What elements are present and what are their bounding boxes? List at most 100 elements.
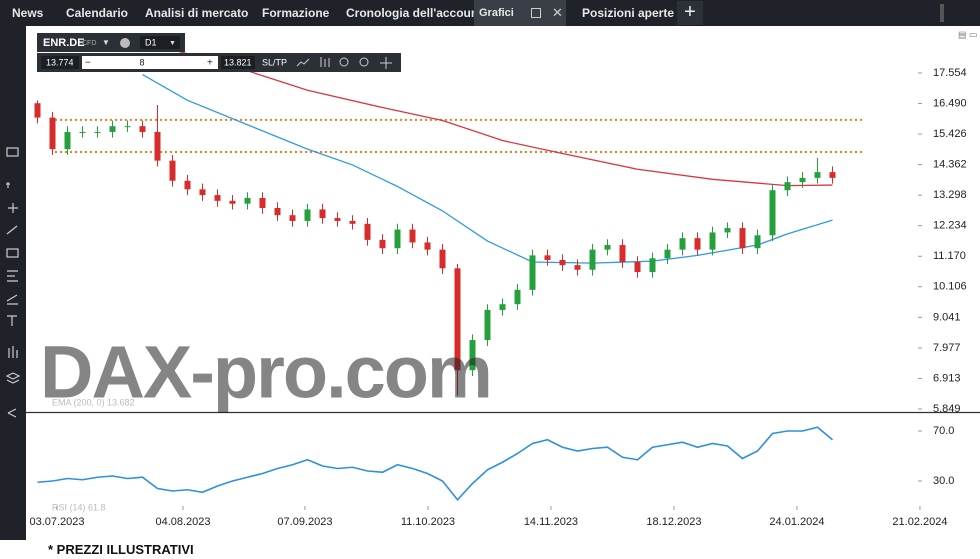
icon[interactable] — [7, 408, 17, 418]
candle-body — [184, 180, 191, 190]
candle-body — [634, 261, 641, 273]
close-icon[interactable]: ✕ — [552, 5, 563, 20]
candle-body — [379, 239, 386, 249]
candle-body — [289, 215, 296, 221]
candle-body — [304, 209, 311, 221]
candle-body — [79, 131, 86, 133]
icon[interactable] — [296, 58, 310, 67]
rsi-plot — [37, 426, 834, 501]
timeframe-box[interactable] — [140, 36, 180, 49]
y-tick-label: 16.490 — [933, 97, 967, 109]
y-tick-label: 12.234 — [933, 220, 967, 232]
candle-body — [784, 182, 791, 191]
icon[interactable] — [7, 270, 18, 282]
y-tick-label: 7.977 — [933, 342, 961, 354]
y-tick-label: 6.913 — [933, 372, 961, 384]
icon[interactable] — [6, 248, 19, 258]
icon[interactable] — [5, 372, 21, 384]
indicator-label: EMA (200, 0) 13.682 — [52, 397, 135, 407]
x-tick-label: 14.11.2023 — [524, 516, 578, 528]
candle-body — [544, 255, 551, 260]
amount-box[interactable] — [82, 56, 218, 69]
tab[interactable]: Analisi di mercato — [145, 6, 249, 20]
timeframe[interactable]: D1 — [145, 37, 157, 47]
rsi-tick-label: 30.0 — [933, 475, 954, 487]
scroll-handle — [940, 4, 944, 22]
candle-body — [49, 117, 56, 150]
buy-box[interactable] — [221, 56, 255, 69]
candle-body — [574, 265, 581, 270]
sidebar — [0, 26, 26, 540]
icon[interactable] — [8, 203, 18, 213]
candle-body — [604, 245, 611, 250]
candle-body — [829, 172, 836, 178]
icon[interactable] — [7, 315, 17, 326]
tab[interactable]: Formazione — [262, 6, 330, 20]
tab[interactable]: Grafici — [479, 7, 514, 19]
x-tick-label: 21.02.2024 — [892, 516, 947, 528]
candle-body — [169, 160, 176, 181]
footer-note: * PREZZI ILLUSTRATIVI — [48, 542, 194, 557]
indicator-label: RSI (14) 61.8 — [52, 502, 106, 512]
candle-body — [454, 268, 461, 371]
info-icon[interactable] — [120, 38, 130, 48]
instrument-kind: CFD — [82, 40, 96, 47]
y-tick-label: 11.170 — [933, 250, 966, 262]
moving-average — [157, 45, 833, 187]
candle-body — [259, 197, 266, 209]
icon[interactable] — [6, 294, 18, 305]
candle-body — [139, 126, 146, 132]
icon[interactable] — [339, 57, 349, 67]
buy-price[interactable]: 13.821 — [224, 57, 252, 67]
rsi-tick-label: 70.0 — [933, 425, 954, 437]
chart: DAX-pro.com EMA (200, 0) 13.682 RSI (14)… — [26, 29, 980, 528]
candle-body — [214, 195, 221, 201]
icon[interactable] — [6, 182, 10, 188]
decrease[interactable]: − — [85, 58, 91, 69]
candle-body — [799, 177, 806, 183]
tab[interactable]: News — [12, 6, 44, 20]
active-tab-bg — [474, 0, 566, 26]
candle-body — [109, 126, 116, 132]
sell-price[interactable]: 13.774 — [46, 57, 74, 67]
tab[interactable]: Posizioni aperte — [582, 6, 675, 20]
candle-body — [649, 258, 656, 273]
icon[interactable] — [6, 225, 18, 235]
amount[interactable]: 8 — [139, 57, 144, 67]
tool-icons — [296, 57, 392, 69]
tab-bar: News Calendario Analisi di mercato Forma… — [0, 0, 980, 26]
candle-body — [709, 232, 716, 250]
rsi-line — [37, 426, 834, 501]
panel-menu[interactable]: ▤ ▭ — [958, 29, 978, 39]
tab[interactable]: Cronologia dell'account — [346, 6, 483, 20]
candle-body — [499, 304, 506, 310]
candle-body — [424, 242, 431, 250]
icon[interactable] — [320, 57, 330, 67]
y-tick-label: 17.554 — [933, 67, 967, 79]
candle-body — [229, 200, 236, 204]
sl-tp[interactable]: SL/TP — [262, 57, 287, 67]
candle-body — [94, 131, 101, 133]
add-tab[interactable]: + — [677, 1, 703, 25]
x-tick-label: 03.07.2023 — [29, 516, 84, 528]
dropdown-arrow[interactable]: ▼ — [102, 38, 110, 47]
candle-body — [199, 189, 206, 196]
icon[interactable] — [380, 57, 392, 69]
x-tick-label: 07.09.2023 — [277, 516, 332, 528]
candle-body — [769, 190, 776, 236]
dropdown-arrow[interactable]: ▼ — [169, 40, 176, 47]
price-plot — [34, 45, 862, 396]
detach-icon[interactable] — [531, 8, 541, 18]
icon[interactable] — [8, 346, 18, 358]
tab[interactable]: Calendario — [66, 6, 129, 20]
candle-body — [364, 223, 371, 240]
candle-body — [724, 228, 731, 233]
y-tick-label: 10.106 — [933, 281, 967, 293]
icon[interactable] — [359, 57, 369, 67]
increase[interactable]: + — [207, 58, 213, 69]
sell-box[interactable] — [41, 56, 79, 69]
icon[interactable] — [6, 147, 19, 157]
candle-body — [154, 131, 161, 161]
symbol[interactable]: ENR.DE — [43, 37, 85, 49]
